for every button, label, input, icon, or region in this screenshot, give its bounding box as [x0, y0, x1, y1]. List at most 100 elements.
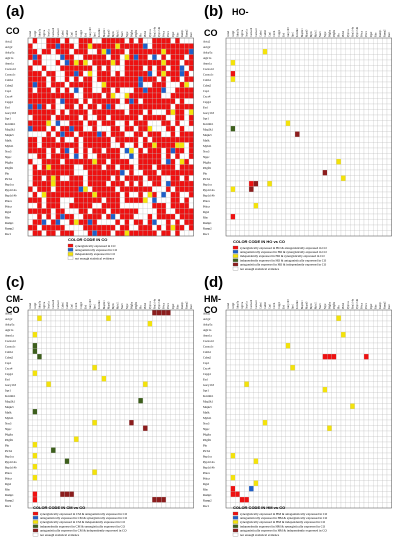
heatmap-cell [156, 452, 162, 459]
heatmap-cell [262, 153, 268, 160]
heatmap-cell [46, 485, 52, 492]
heatmap-cell [308, 370, 314, 377]
heatmap-cell [225, 186, 231, 193]
column-label: Itpr1 [94, 303, 97, 309]
heatmap-cell [327, 186, 332, 193]
heatmap-cell [350, 109, 355, 116]
heatmap-cell [147, 375, 153, 382]
row-label: Calm1 [203, 350, 211, 354]
heatmap-cell [184, 452, 190, 459]
heatmap-cell [382, 342, 388, 349]
heatmap-cell [92, 496, 98, 503]
heatmap-cell [276, 186, 282, 193]
heatmap-cell [83, 386, 88, 393]
row-label: Cxcr4 [5, 366, 13, 370]
row-label: Rho [203, 215, 209, 219]
heatmap-cell [308, 326, 314, 333]
heatmap-cell [142, 458, 148, 465]
heatmap-cell [253, 120, 259, 127]
heatmap-cell [101, 98, 107, 105]
row-label: Avpr1a [5, 333, 14, 337]
heatmap-cell [142, 109, 148, 116]
heatmap-cell [55, 441, 61, 448]
heatmap-cell [147, 485, 153, 492]
heatmap-cell [41, 197, 47, 204]
heatmap-cell [133, 191, 139, 198]
heatmap-cell [299, 337, 305, 344]
heatmap-cell [69, 142, 75, 149]
heatmap-cell [304, 120, 309, 127]
heatmap-cell [294, 348, 300, 355]
heatmap-cell [345, 186, 351, 193]
heatmap-cell [184, 315, 190, 322]
heatmap-cell [373, 81, 378, 88]
heatmap-cell [87, 92, 93, 99]
heatmap-cell [244, 180, 250, 187]
heatmap-cell [55, 463, 61, 470]
legend-label: synergistically expressed in CM & antago… [40, 512, 128, 516]
heatmap-cell [50, 408, 56, 415]
heatmap-cell [294, 359, 300, 366]
heatmap-cell [32, 359, 38, 366]
heatmap-cell [382, 392, 388, 399]
heatmap-cell [156, 359, 162, 366]
heatmap-cell [92, 320, 98, 327]
heatmap-cell [73, 485, 79, 492]
heatmap-cell [110, 213, 116, 220]
heatmap-cell [386, 81, 392, 88]
heatmap-cell [129, 158, 134, 165]
heatmap-cell [340, 342, 346, 349]
heatmap-cell [317, 309, 323, 316]
heatmap-cell [184, 381, 190, 388]
heatmap-cell [345, 392, 351, 399]
heatmap-cell [133, 320, 139, 327]
heatmap-cell [37, 136, 42, 143]
column-label: Map2k1 [103, 300, 106, 309]
heatmap-cell [336, 180, 342, 187]
heatmap-cell [175, 180, 180, 187]
heatmap-cell [165, 54, 171, 61]
heatmap-cell [331, 419, 337, 426]
heatmap-cell [27, 425, 33, 432]
heatmap-cell [119, 430, 125, 437]
heatmap-cell [78, 480, 84, 487]
row-label: Cap1 [203, 89, 210, 93]
heatmap-cell [119, 452, 125, 459]
heatmap-cell [373, 326, 378, 333]
heatmap-cell [294, 180, 300, 187]
heatmap-cell [317, 208, 323, 215]
heatmap-cell [188, 386, 194, 393]
heatmap-cell [331, 326, 337, 333]
heatmap-cell [161, 496, 167, 503]
heatmap-cell [327, 397, 332, 404]
heatmap-cell [271, 103, 277, 110]
heatmap-cell [156, 491, 162, 498]
heatmap-cell [188, 158, 194, 165]
heatmap-cell [340, 359, 346, 366]
heatmap-cell [142, 474, 148, 481]
heatmap-cell [64, 202, 70, 209]
heatmap-cell [119, 403, 125, 410]
heatmap-cell [179, 98, 185, 105]
heatmap-cell [64, 230, 70, 237]
heatmap-cell [184, 219, 190, 226]
heatmap-cell [248, 370, 254, 377]
heatmap-cell [142, 441, 148, 448]
heatmap-cell [142, 309, 148, 316]
heatmap-cell [133, 92, 139, 99]
heatmap-cell [290, 81, 296, 88]
heatmap-cell [188, 502, 194, 509]
heatmap-cell [327, 414, 332, 421]
heatmap-cell [37, 403, 42, 410]
heatmap-cell [350, 381, 355, 388]
heatmap-cell [285, 186, 291, 193]
heatmap-cell [165, 315, 171, 322]
heatmap-cell [124, 353, 130, 360]
heatmap-cell [285, 109, 291, 116]
heatmap-cell [345, 353, 351, 360]
heatmap-cell [170, 474, 176, 481]
heatmap-cell [138, 213, 144, 220]
heatmap-cell [262, 136, 268, 143]
heatmap-cell [46, 419, 52, 426]
heatmap-cell [386, 191, 392, 198]
